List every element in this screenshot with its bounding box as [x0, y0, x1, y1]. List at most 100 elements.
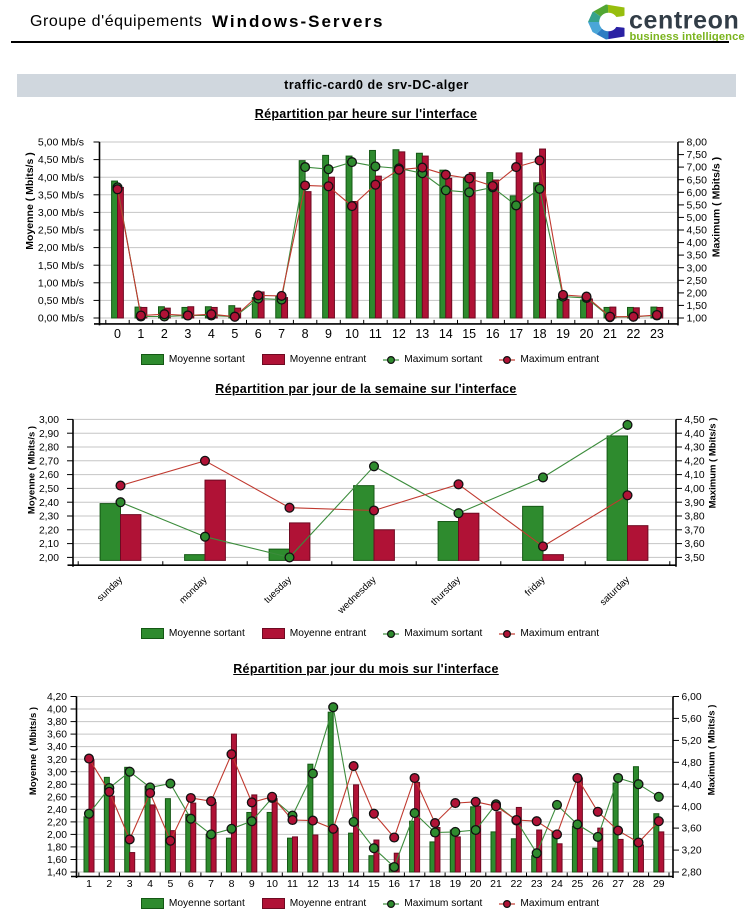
svg-text:13: 13	[327, 878, 339, 890]
svg-text:2,00 Mb/s: 2,00 Mb/s	[38, 242, 84, 254]
svg-text:16: 16	[388, 878, 400, 890]
svg-text:14: 14	[348, 878, 360, 890]
svg-text:12: 12	[307, 878, 319, 890]
svg-text:2,50 Mb/s: 2,50 Mb/s	[38, 225, 84, 237]
svg-text:4,30: 4,30	[685, 443, 705, 454]
svg-text:9: 9	[325, 327, 332, 341]
svg-text:4,00: 4,00	[687, 237, 708, 249]
svg-text:6,00: 6,00	[687, 187, 708, 199]
svg-text:19: 19	[449, 878, 461, 890]
svg-text:6,50: 6,50	[687, 174, 708, 186]
svg-text:4,50 Mb/s: 4,50 Mb/s	[38, 154, 84, 166]
svg-text:Moyenne ( Mbits/s ): Moyenne ( Mbits/s )	[28, 707, 39, 795]
svg-text:21: 21	[490, 878, 502, 890]
svg-text:13: 13	[415, 327, 429, 341]
svg-text:14: 14	[439, 327, 453, 341]
svg-text:10: 10	[266, 878, 278, 890]
svg-text:4: 4	[208, 327, 215, 341]
svg-text:15: 15	[462, 327, 476, 341]
svg-text:3,90: 3,90	[685, 498, 705, 509]
svg-text:3,00: 3,00	[39, 415, 59, 426]
svg-text:24: 24	[551, 878, 563, 890]
svg-text:1,50: 1,50	[687, 300, 708, 312]
svg-text:2,60: 2,60	[39, 470, 59, 481]
svg-text:8: 8	[229, 878, 235, 890]
svg-text:4: 4	[147, 878, 153, 890]
svg-text:10: 10	[345, 327, 359, 341]
svg-text:2,60: 2,60	[47, 792, 67, 803]
svg-text:4,10: 4,10	[685, 470, 705, 481]
svg-text:22: 22	[626, 327, 640, 341]
svg-text:4,00: 4,00	[682, 802, 702, 813]
svg-text:3,80: 3,80	[685, 512, 705, 523]
svg-text:centreon: centreon	[629, 7, 739, 35]
svg-text:3: 3	[127, 878, 133, 890]
svg-text:thursday: thursday	[429, 574, 463, 608]
svg-text:29: 29	[653, 878, 665, 890]
svg-text:3,40: 3,40	[47, 742, 67, 753]
svg-text:5,00 Mb/s: 5,00 Mb/s	[38, 137, 84, 149]
svg-text:27: 27	[612, 878, 624, 890]
svg-text:3,50 Mb/s: 3,50 Mb/s	[38, 189, 84, 201]
svg-text:4,00: 4,00	[685, 484, 705, 495]
svg-text:11: 11	[287, 878, 298, 890]
svg-text:3,00: 3,00	[687, 262, 708, 274]
svg-text:15: 15	[368, 878, 380, 890]
svg-text:3: 3	[184, 327, 191, 341]
svg-text:2,00: 2,00	[39, 553, 59, 564]
svg-text:1: 1	[137, 327, 144, 341]
svg-text:5: 5	[167, 878, 173, 890]
svg-text:2,70: 2,70	[39, 456, 59, 467]
svg-text:12: 12	[392, 327, 406, 341]
svg-text:20: 20	[580, 327, 594, 341]
svg-text:3,60: 3,60	[685, 539, 705, 550]
svg-text:3,00: 3,00	[47, 767, 67, 778]
svg-text:16: 16	[486, 327, 500, 341]
svg-text:4,80: 4,80	[682, 758, 702, 769]
svg-text:28: 28	[633, 878, 645, 890]
svg-text:1,80: 1,80	[47, 843, 67, 854]
svg-text:sunday: sunday	[95, 574, 125, 604]
svg-text:5,00: 5,00	[687, 212, 708, 224]
svg-text:Maximum ( Mbits/s ): Maximum ( Mbits/s )	[708, 418, 719, 509]
svg-text:4,50: 4,50	[687, 225, 708, 237]
svg-text:4,20: 4,20	[47, 692, 67, 703]
svg-text:2: 2	[161, 327, 168, 341]
svg-text:2,80: 2,80	[682, 868, 702, 879]
svg-text:5,60: 5,60	[682, 714, 702, 725]
svg-text:2: 2	[106, 878, 112, 890]
svg-text:2,40: 2,40	[47, 805, 67, 816]
svg-text:wednesday: wednesday	[335, 574, 378, 616]
svg-text:tuesday: tuesday	[262, 574, 294, 605]
svg-text:7: 7	[208, 878, 214, 890]
svg-text:saturday: saturday	[598, 574, 632, 608]
svg-text:6: 6	[188, 878, 194, 890]
svg-text:2,00: 2,00	[687, 288, 708, 300]
svg-text:3,70: 3,70	[685, 525, 705, 536]
svg-text:1,00: 1,00	[687, 313, 708, 325]
svg-text:Moyenne ( Mbits/s ): Moyenne ( Mbits/s )	[24, 152, 36, 249]
svg-text:5: 5	[231, 327, 238, 341]
svg-text:0: 0	[114, 327, 121, 341]
svg-text:4,40: 4,40	[685, 429, 705, 440]
svg-text:11: 11	[369, 327, 382, 341]
svg-text:Maximum ( Mbits/s ): Maximum ( Mbits/s )	[711, 157, 723, 257]
svg-text:7: 7	[278, 327, 285, 341]
svg-text:20: 20	[470, 878, 482, 890]
svg-text:2,00: 2,00	[47, 830, 67, 841]
svg-text:2,10: 2,10	[39, 539, 59, 550]
svg-text:23: 23	[531, 878, 543, 890]
svg-text:23: 23	[650, 327, 664, 341]
svg-text:4,20: 4,20	[685, 456, 705, 467]
svg-text:2,20: 2,20	[47, 818, 67, 829]
svg-text:2,30: 2,30	[39, 512, 59, 523]
svg-text:monday: monday	[177, 574, 209, 606]
svg-text:2,80: 2,80	[39, 443, 59, 454]
svg-text:2,90: 2,90	[39, 429, 59, 440]
svg-text:6,00: 6,00	[682, 692, 702, 703]
svg-text:1: 1	[86, 878, 92, 890]
svg-text:5,20: 5,20	[682, 736, 702, 747]
svg-text:0,50 Mb/s: 0,50 Mb/s	[38, 295, 84, 307]
svg-text:9: 9	[249, 878, 255, 890]
svg-text:1,40: 1,40	[47, 868, 67, 879]
